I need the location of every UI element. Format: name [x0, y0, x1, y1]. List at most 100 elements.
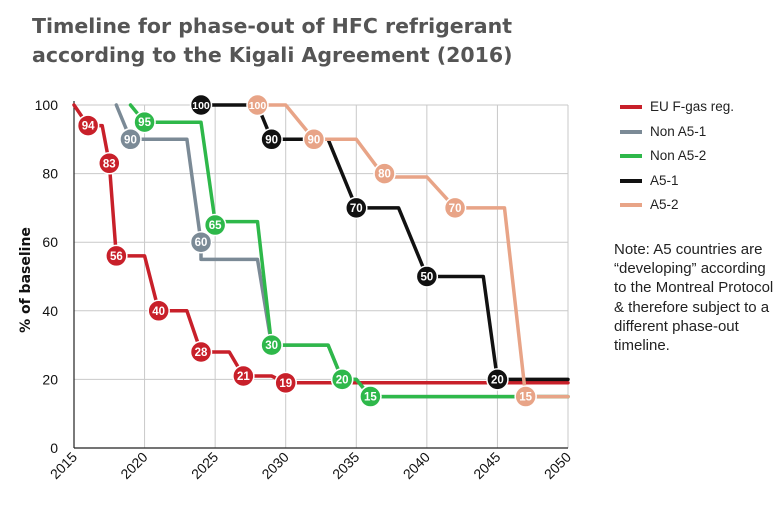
- data-value: 70: [350, 203, 363, 215]
- legend-item-a5-1: A5-1: [620, 170, 770, 195]
- legend-swatch: [620, 105, 642, 109]
- data-marker: [345, 196, 368, 220]
- legend: EU F-gas reg. Non A5-1 Non A5-2 A5-1 A5-2: [620, 96, 770, 219]
- legend-swatch: [620, 129, 642, 134]
- data-label-a5-1: 50: [415, 265, 439, 288]
- y-axis-label: % of baseline: [18, 227, 34, 333]
- data-label-non-a5-2: 15: [359, 385, 382, 408]
- data-value: 90: [265, 134, 278, 146]
- y-tick-label: 0: [50, 440, 58, 456]
- data-label-eu-f-gas-reg: 56: [105, 244, 128, 268]
- data-value: 56: [110, 251, 123, 263]
- data-label-a5-2: 70: [443, 196, 467, 220]
- data-marker: [302, 128, 326, 151]
- data-value: 21: [237, 371, 250, 383]
- data-marker: [119, 128, 142, 151]
- legend-label: A5-2: [650, 197, 679, 213]
- x-tick-label: 2030: [258, 449, 291, 482]
- data-marker: [147, 299, 170, 323]
- data-label-eu-f-gas-reg: 83: [98, 152, 121, 175]
- data-label-non-a5-2: 30: [260, 333, 283, 357]
- data-marker: [232, 364, 255, 388]
- data-marker: [359, 385, 382, 408]
- legend-item-eu-f-gas-reg: EU F-gas reg.: [620, 96, 770, 121]
- legend-swatch: [620, 178, 642, 183]
- data-label-non-a5-2: 20: [330, 368, 354, 391]
- y-tick-label: 100: [35, 97, 59, 113]
- data-label-a5-2: 90: [302, 128, 326, 151]
- y-tick-label: 40: [42, 303, 58, 319]
- data-marker: [189, 93, 213, 117]
- data-marker: [274, 371, 297, 395]
- data-marker: [203, 213, 227, 237]
- note-text: Note: A5 countries are “developing” acco…: [614, 241, 774, 355]
- data-marker: [105, 244, 128, 268]
- y-tick-label: 80: [42, 166, 58, 182]
- x-tick-label: 2045: [470, 449, 503, 482]
- data-value: 40: [152, 306, 165, 318]
- data-label-non-a5-1: 90: [119, 128, 142, 151]
- data-value: 100: [249, 100, 267, 112]
- legend-label: Non A5-1: [650, 123, 707, 139]
- data-marker: [189, 230, 213, 254]
- data-marker: [330, 368, 354, 391]
- legend-item-a5-2: A5-2: [620, 194, 770, 219]
- legend-item-non-a5-2: Non A5-2: [620, 145, 770, 170]
- data-marker: [415, 265, 439, 288]
- series-line-a5-2: [255, 103, 570, 399]
- grid: [74, 104, 569, 448]
- data-value: 94: [82, 121, 95, 133]
- data-value: 90: [124, 134, 137, 146]
- data-label-eu-f-gas-reg: 28: [189, 340, 213, 364]
- data-marker: [443, 196, 467, 220]
- data-value: 15: [364, 392, 377, 404]
- legend-swatch: [620, 154, 642, 159]
- data-label-a5-1: 70: [345, 196, 368, 220]
- data-marker: [133, 110, 156, 134]
- data-label-non-a5-2: 65: [203, 213, 227, 237]
- x-tick-label: 2020: [117, 449, 150, 482]
- data-label-eu-f-gas-reg: 19: [274, 371, 297, 395]
- data-value: 50: [420, 272, 433, 284]
- data-value: 70: [449, 203, 462, 215]
- data-marker: [373, 162, 396, 185]
- data-value: 65: [209, 220, 222, 232]
- data-value: 30: [265, 340, 278, 352]
- x-tick-label: 2040: [400, 449, 433, 482]
- series-line-non-a5-1: [114, 103, 570, 399]
- legend-item-non-a5-1: Non A5-1: [620, 121, 770, 146]
- y-tick-label: 60: [42, 234, 58, 250]
- y-tick-label: 20: [42, 371, 58, 387]
- data-value: 15: [519, 392, 532, 404]
- series-line-eu-f-gas-reg: [72, 103, 570, 385]
- data-value: 80: [378, 169, 391, 181]
- data-label-a5-1: 90: [260, 128, 283, 151]
- data-label-non-a5-2: 95: [133, 110, 156, 134]
- data-marker: [246, 93, 269, 117]
- data-marker: [189, 340, 213, 364]
- data-label-non-a5-1: 60: [189, 230, 213, 254]
- data-value: 28: [195, 347, 208, 359]
- data-value: 100: [192, 100, 210, 112]
- data-marker: [98, 152, 121, 175]
- data-label-eu-f-gas-reg: 40: [147, 299, 170, 323]
- data-label-a5-2: 15: [514, 385, 537, 408]
- data-value: 83: [103, 158, 116, 170]
- x-tick-label: 2035: [329, 449, 362, 482]
- data-marker: [514, 385, 537, 408]
- data-marker: [486, 368, 509, 391]
- x-tick-label: 2050: [541, 449, 574, 482]
- data-value: 90: [308, 134, 321, 146]
- series-lines: [72, 103, 570, 399]
- series-line-a5-1: [199, 103, 570, 382]
- data-label-eu-f-gas-reg: 94: [76, 114, 100, 137]
- chart-title: Timeline for phase-out of HFC refrigeran…: [32, 14, 513, 67]
- legend-label: A5-1: [650, 172, 679, 188]
- data-value: 20: [491, 374, 504, 386]
- data-marker: [260, 333, 283, 357]
- data-value: 60: [195, 237, 208, 249]
- legend-swatch: [620, 203, 642, 208]
- legend-label: EU F-gas reg.: [650, 99, 735, 114]
- data-marker: [260, 128, 283, 151]
